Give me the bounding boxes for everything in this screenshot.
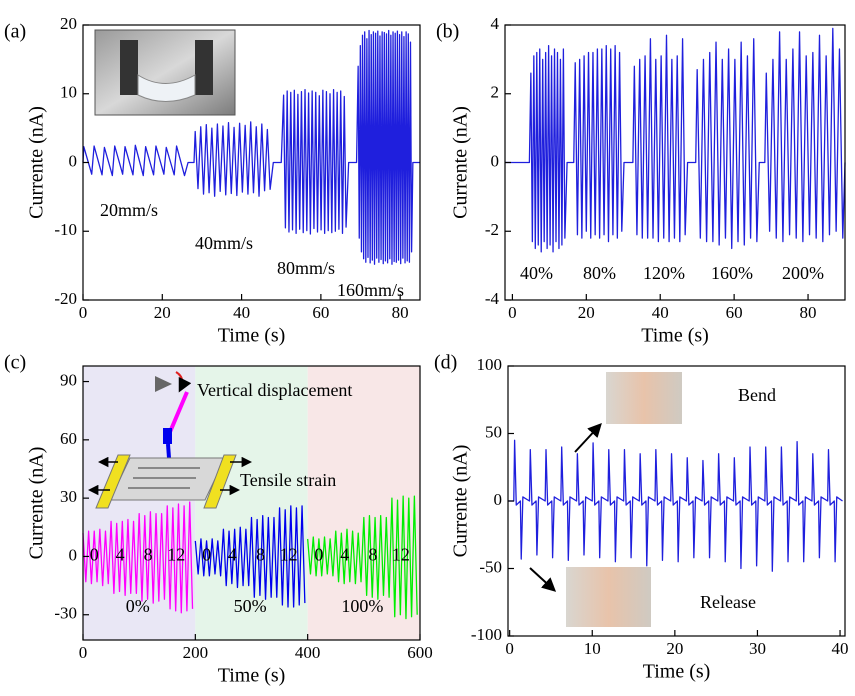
x-tick-label: 80 bbox=[392, 303, 409, 322]
strain-label: 50% bbox=[234, 596, 267, 616]
x-axis-title: Time (s) bbox=[641, 325, 709, 347]
x-tick-label: 0 bbox=[505, 639, 514, 658]
x-tick-label: 40 bbox=[832, 639, 849, 658]
annotation: 40% bbox=[520, 263, 553, 283]
x-tick-label: 0 bbox=[508, 303, 517, 322]
annotation: 20mm/s bbox=[100, 200, 158, 220]
y-axis-title: Currente (nA) bbox=[26, 447, 48, 560]
y-tick-label: 0 bbox=[69, 545, 78, 564]
signal-line bbox=[194, 505, 306, 608]
step-label: 8 bbox=[368, 545, 377, 565]
inset-photo bbox=[94, 29, 236, 116]
y-tick-label: 90 bbox=[60, 370, 77, 389]
y-axis-title: Currente (nA) bbox=[26, 106, 48, 219]
x-tick-label: 400 bbox=[295, 643, 321, 662]
plot-frame bbox=[82, 365, 421, 641]
x-tick-label: 30 bbox=[749, 639, 766, 658]
annotation: Tensile strain bbox=[240, 470, 336, 490]
step-label: 4 bbox=[228, 545, 237, 565]
signal-line bbox=[508, 439, 843, 572]
step-label: 0 bbox=[202, 545, 211, 565]
step-label: 0 bbox=[314, 545, 323, 565]
y-axis-title: Currente (nA) bbox=[450, 106, 472, 219]
x-tick-label: 20 bbox=[578, 303, 595, 322]
y-tick-label: -50 bbox=[479, 557, 502, 576]
y-tick-label: -4 bbox=[485, 289, 500, 308]
annotation: 120% bbox=[643, 263, 685, 283]
annotation: 40mm/s bbox=[195, 233, 253, 253]
y-tick-label: 20 bbox=[60, 14, 77, 33]
annotation: 200% bbox=[782, 263, 824, 283]
y-tick-label: -2 bbox=[485, 220, 499, 239]
x-tick-label: 60 bbox=[312, 303, 329, 322]
step-label: 12 bbox=[280, 545, 298, 565]
x-tick-label: 20 bbox=[666, 639, 683, 658]
panel-label: (b) bbox=[436, 21, 459, 43]
y-tick-label: 30 bbox=[60, 487, 77, 506]
step-label: 4 bbox=[340, 545, 349, 565]
x-tick-label: 20 bbox=[154, 303, 171, 322]
annotation: 160% bbox=[711, 263, 753, 283]
y-tick-label: 0 bbox=[491, 151, 500, 170]
step-label: 0 bbox=[90, 545, 99, 565]
signal-line bbox=[82, 501, 194, 614]
y-tick-label: 0 bbox=[69, 151, 78, 170]
step-label: 8 bbox=[256, 545, 265, 565]
signal-line bbox=[307, 495, 418, 620]
y-tick-label: 100 bbox=[477, 355, 503, 374]
y-tick-label: -100 bbox=[471, 625, 502, 644]
panel-label: (a) bbox=[4, 21, 26, 43]
y-tick-label: 0 bbox=[494, 490, 503, 509]
signal-line bbox=[505, 27, 846, 253]
x-tick-label: 10 bbox=[584, 639, 601, 658]
x-tick-label: 0 bbox=[79, 643, 88, 662]
annotation: Vertical displacement bbox=[197, 380, 352, 400]
strain-label: 100% bbox=[341, 596, 383, 616]
panel-label: (d) bbox=[434, 352, 457, 374]
strain-label: 0% bbox=[126, 596, 150, 616]
y-tick-label: -20 bbox=[54, 289, 77, 308]
y-tick-label: -10 bbox=[54, 220, 77, 239]
annotation: 80mm/s bbox=[277, 258, 335, 278]
step-label: 12 bbox=[167, 545, 185, 565]
inset-illustration bbox=[87, 371, 253, 509]
x-tick-label: 40 bbox=[652, 303, 669, 322]
y-tick-label: 60 bbox=[60, 429, 77, 448]
x-tick-label: 0 bbox=[79, 303, 88, 322]
signal-line bbox=[82, 29, 420, 265]
y-tick-label: 50 bbox=[485, 422, 502, 441]
x-axis-title: Time (s) bbox=[643, 661, 711, 683]
annotation: Bend bbox=[738, 385, 776, 405]
x-tick-label: 600 bbox=[407, 643, 433, 662]
x-axis-title: Time (s) bbox=[218, 665, 286, 687]
y-tick-label: -30 bbox=[54, 604, 77, 623]
step-label: 4 bbox=[116, 545, 125, 565]
hand-photos bbox=[529, 372, 682, 627]
y-axis-title: Currente (nA) bbox=[450, 445, 472, 558]
x-tick-label: 200 bbox=[183, 643, 209, 662]
plots bbox=[82, 27, 846, 620]
step-label: 12 bbox=[392, 545, 410, 565]
x-tick-label: 60 bbox=[726, 303, 743, 322]
y-tick-label: 10 bbox=[60, 83, 77, 102]
x-axis-title: Time (s) bbox=[218, 325, 286, 347]
y-tick-label: 4 bbox=[491, 14, 500, 33]
annotation: Release bbox=[700, 592, 756, 612]
step-label: 8 bbox=[144, 545, 153, 565]
panel-label: (c) bbox=[4, 352, 26, 374]
x-tick-label: 40 bbox=[233, 303, 250, 322]
x-tick-label: 80 bbox=[800, 303, 817, 322]
y-tick-label: 2 bbox=[491, 83, 500, 102]
annotation: 80% bbox=[583, 263, 616, 283]
annotation: 160mm/s bbox=[337, 280, 404, 300]
